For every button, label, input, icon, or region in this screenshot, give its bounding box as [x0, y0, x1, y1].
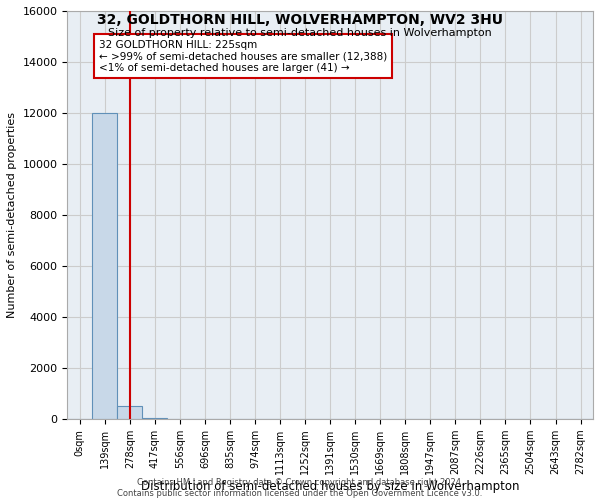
- X-axis label: Distribution of semi-detached houses by size in Wolverhampton: Distribution of semi-detached houses by …: [141, 480, 520, 493]
- Bar: [142, 418, 167, 419]
- Text: Size of property relative to semi-detached houses in Wolverhampton: Size of property relative to semi-detach…: [108, 28, 492, 38]
- Text: 32 GOLDTHORN HILL: 225sqm
← >99% of semi-detached houses are smaller (12,388)
<1: 32 GOLDTHORN HILL: 225sqm ← >99% of semi…: [99, 40, 387, 72]
- Text: Contains HM Land Registry data © Crown copyright and database right 2024.
Contai: Contains HM Land Registry data © Crown c…: [118, 478, 482, 498]
- Y-axis label: Number of semi-detached properties: Number of semi-detached properties: [7, 112, 17, 318]
- Bar: [118, 406, 142, 419]
- Bar: [92, 113, 118, 419]
- Text: 32, GOLDTHORN HILL, WOLVERHAMPTON, WV2 3HU: 32, GOLDTHORN HILL, WOLVERHAMPTON, WV2 3…: [97, 12, 503, 26]
